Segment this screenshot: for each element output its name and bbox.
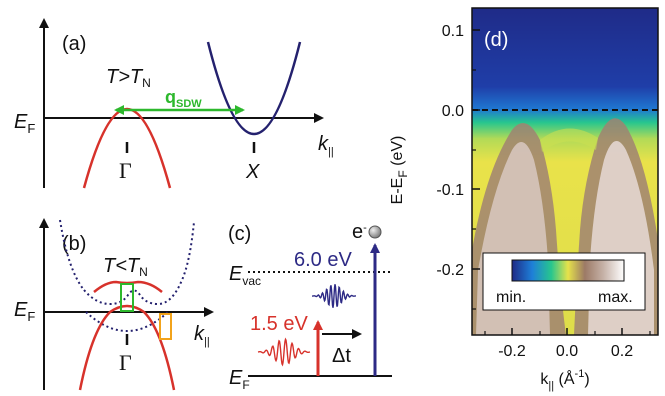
panel-d-colorbar-gradient — [511, 259, 625, 282]
panel-d-xtick: 0.2 — [611, 343, 633, 360]
panel-c-probe-wavepacket — [312, 284, 356, 308]
panel-b-k-label: k|| — [194, 323, 210, 348]
panel-c-delay-label: Δt — [332, 345, 351, 367]
panel-d-colorbar-min: min. — [496, 289, 526, 306]
panel-d: (d) 0.1 0.0 -0.1 -0.2 E-EF (eV) — [389, 7, 659, 392]
panel-b-gamma-label: Γ — [119, 350, 132, 375]
panel-d-xaxis: -0.2 0.0 0.2 k|| (Å-1) — [484, 328, 651, 392]
panel-b-green-box — [120, 283, 134, 312]
panel-d-ytick: 0.0 — [442, 103, 464, 120]
panel-c: (c) Evac EF e- 6.0 eV 1.5 eV Δt — [228, 221, 392, 392]
panel-c-evac-label: Evac — [229, 263, 261, 288]
panel-b-folded-electron-band-upper-left — [59, 219, 85, 291]
panel-d-colorbar: min. max. — [482, 252, 646, 311]
panel-d-yaxis: 0.1 0.0 -0.1 -0.2 E-EF (eV) — [389, 23, 480, 310]
panel-d-xlabel: k|| (Å-1) — [540, 368, 589, 392]
panel-d-ytick: 0.1 — [442, 23, 464, 40]
panel-a-temperature: T>TN — [106, 66, 151, 90]
panel-a: (a) EF T>TN qSDW Γ X k|| — [14, 18, 334, 189]
panel-b-ef-label: EF — [14, 299, 35, 324]
panel-c-pump-wavepacket — [257, 337, 311, 367]
panel-a-ef-label: EF — [14, 111, 35, 136]
panel-c-electron-icon — [368, 225, 382, 239]
panel-d-ytick: -0.2 — [436, 262, 464, 279]
panel-b-hole-band — [78, 304, 176, 391]
panel-d-xtick: 0.0 — [556, 343, 578, 360]
panel-d-xtick: -0.2 — [498, 343, 526, 360]
panel-c-label: (c) — [228, 223, 251, 245]
panel-b-temperature: T<TN — [103, 255, 148, 279]
panel-a-gamma-label: Γ — [119, 158, 132, 183]
panel-d-frame — [471, 7, 659, 336]
panel-c-ef-label: EF — [229, 367, 250, 392]
panel-b-folded-electron-band-upper-right — [83, 221, 195, 306]
panel-d-ytick: -0.1 — [436, 182, 464, 199]
panel-c-probe-energy: 6.0 eV — [294, 249, 352, 271]
panel-a-qsdw-label: qSDW — [165, 87, 202, 110]
panel-d-label: (d) — [484, 29, 508, 51]
panel-c-electron-label: e- — [352, 221, 367, 243]
panel-b-orange-box — [159, 313, 172, 340]
panel-b: (b) EF T<TN Γ k|| — [14, 218, 214, 391]
panel-a-x-label: X — [245, 161, 260, 183]
panel-d-colorbar-max: max. — [598, 289, 633, 306]
panel-a-electron-band — [206, 41, 302, 135]
panel-c-pump-energy: 1.5 eV — [250, 313, 308, 335]
panel-b-label: (b) — [62, 233, 86, 255]
panel-a-label: (a) — [62, 33, 86, 55]
panel-a-k-label: k|| — [318, 133, 334, 158]
panel-d-ylabel: E-EF (eV) — [389, 136, 410, 205]
